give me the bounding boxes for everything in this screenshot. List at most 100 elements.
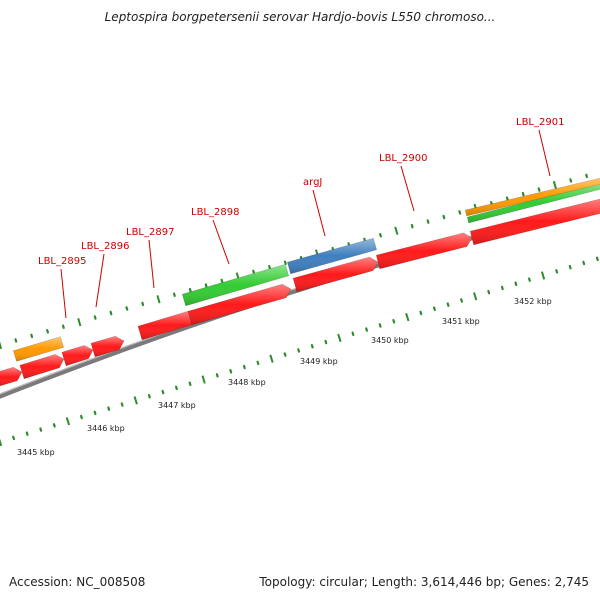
gene-label: LBL_2900 — [379, 153, 427, 164]
feature-minor-tick — [46, 329, 50, 334]
gene-red-8-shade — [376, 232, 472, 269]
gene-label-leader — [312, 189, 326, 237]
gene-red-3 — [61, 345, 94, 367]
gene-red-7 — [292, 256, 379, 293]
scale-minor-tick — [460, 298, 463, 303]
gene-label: argJ — [303, 177, 322, 188]
gene-red-7-shade — [293, 257, 378, 292]
feature-major-tick — [156, 295, 161, 304]
gene-orange-1-shade — [13, 336, 64, 362]
scale-minor-tick — [188, 381, 192, 386]
gene-label-leader — [60, 268, 67, 319]
feature-minor-tick — [379, 233, 382, 238]
gene-label-leader — [95, 253, 105, 308]
gene-label: LBL_2898 — [191, 207, 239, 218]
scale-minor-tick — [310, 344, 314, 349]
feature-minor-tick — [585, 173, 589, 179]
scale-minor-tick — [120, 402, 124, 407]
scale-minor-tick — [229, 369, 233, 374]
gene-label-leader — [212, 219, 230, 265]
gene-blue-1 — [287, 237, 377, 275]
gene-green-2-shade — [467, 183, 600, 223]
scale-minor-tick — [175, 385, 178, 391]
feature-minor-tick — [268, 265, 271, 270]
scale-labels: 3445 kbp 3446 kbp 3447 kbp 3448 kbp 3449 kbp… — [17, 297, 552, 457]
map-title: Leptospira borgpetersenii serovar Hardjo… — [104, 10, 496, 24]
scale-major-tick — [405, 312, 410, 322]
feature-minor-tick — [204, 283, 208, 288]
gene-red-4-shade — [91, 336, 124, 357]
feature-major-tick — [394, 226, 399, 235]
feature-minor-tick — [252, 269, 256, 275]
scale-minor-tick — [79, 414, 83, 420]
scale-minor-tick — [555, 269, 559, 274]
scale-label: 3447 kbp — [158, 401, 196, 410]
feature-minor-tick — [426, 219, 430, 224]
feature-minor-tick — [569, 178, 573, 183]
scale-major-tick — [201, 375, 206, 384]
accession-text: Accession: NC_008508 — [9, 575, 146, 589]
scale-minor-tick — [582, 260, 586, 266]
scale-label: 3448 kbp — [228, 378, 266, 387]
gene-red-9-shade — [470, 199, 600, 245]
feature-major-tick — [552, 180, 557, 190]
scale-minor-tick — [52, 423, 56, 428]
scale-minor-tick — [283, 352, 287, 357]
scale-minor-tick — [568, 264, 572, 270]
feature-minor-tick — [537, 187, 541, 192]
scale-minor-tick — [500, 285, 504, 291]
scale-label: 3452 kbp — [514, 297, 552, 306]
scale-ticks — [0, 256, 599, 447]
feature-minor-tick — [173, 292, 176, 297]
scale-label: 3451 kbp — [442, 317, 480, 326]
feature-minor-tick — [125, 306, 129, 311]
gene-green-1-shade — [182, 264, 289, 306]
feature-minor-tick — [14, 338, 18, 343]
scale-minor-tick — [215, 373, 219, 378]
scale-minor-tick — [39, 427, 43, 432]
feature-minor-tick — [442, 214, 446, 220]
feature-minor-tick — [93, 315, 97, 320]
gene-green-2 — [466, 182, 600, 224]
gene-red-9 — [469, 198, 600, 246]
scale-label: 3446 kbp — [87, 424, 125, 433]
gene-red-1 — [0, 366, 23, 387]
scale-minor-tick — [446, 302, 450, 307]
scale-minor-tick — [324, 339, 328, 345]
feature-minor-tick — [283, 260, 287, 265]
gene-label: LBL_2901 — [516, 117, 564, 128]
scale-major-tick — [133, 396, 138, 405]
scale-minor-tick — [433, 306, 436, 311]
gene-red-2-shade — [19, 354, 64, 379]
feature-major-tick — [0, 341, 3, 350]
feature-minor-tick — [458, 210, 462, 215]
scale-major-tick — [473, 292, 478, 301]
scale-minor-tick — [419, 310, 423, 316]
gene-label-leader — [538, 129, 551, 177]
gene-red-5-shade — [138, 311, 192, 340]
scale-minor-tick — [147, 394, 151, 399]
gene-red-6 — [187, 283, 292, 326]
gene-green-1 — [181, 263, 290, 307]
scale-major-tick — [269, 354, 274, 363]
scale-major-tick — [0, 438, 3, 447]
feature-minor-tick — [30, 333, 34, 339]
feature-minor-tick — [505, 196, 509, 201]
gene-red-3-shade — [61, 345, 93, 366]
feature-minor-tick — [109, 310, 113, 316]
scale-minor-tick — [378, 323, 382, 328]
scale-major-tick — [65, 417, 71, 426]
gene-orange-2 — [464, 177, 600, 217]
gene-label-leader — [400, 165, 415, 212]
scale-minor-tick — [487, 289, 491, 295]
gene-orange-1 — [13, 336, 64, 362]
scale-minor-tick — [351, 331, 355, 336]
scale-label: 3449 kbp — [300, 357, 338, 366]
feature-minor-tick — [141, 301, 145, 307]
scale-minor-tick — [297, 348, 301, 353]
feature-minor-tick — [410, 223, 414, 229]
gene-red-5 — [137, 310, 193, 341]
feature-minor-tick — [220, 278, 224, 284]
